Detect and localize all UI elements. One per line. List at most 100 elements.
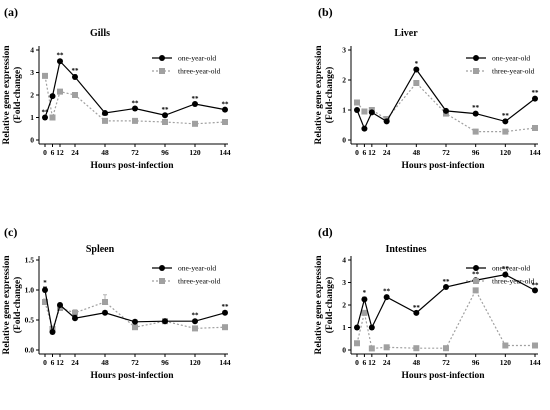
data-point — [49, 329, 56, 335]
series-three-year-old — [354, 287, 538, 352]
data-point — [42, 114, 48, 121]
y-tick-label: 0.5 — [25, 316, 35, 325]
data-point — [132, 318, 138, 325]
y-tick-label: 1 — [342, 106, 346, 115]
x-tick-label: 6 — [51, 358, 55, 367]
series-line — [356, 289, 535, 350]
legend-marker — [473, 55, 479, 61]
x-tick-label: 12 — [368, 358, 376, 367]
data-point — [102, 117, 108, 124]
significance-mark: ** — [192, 311, 200, 319]
x-tick-label: 0 — [43, 148, 47, 157]
series-three-year-old — [354, 80, 538, 135]
x-tick-label: 96 — [472, 358, 480, 367]
x-tick-label: 144 — [529, 148, 541, 157]
significance-mark: ** — [413, 304, 421, 312]
y-axis-label-line1: Relative gene expression — [314, 45, 324, 145]
data-point — [49, 114, 56, 121]
data-point — [162, 112, 168, 119]
x-tick-label: 48 — [101, 358, 109, 367]
x-tick-label: 6 — [51, 148, 55, 157]
data-point — [192, 120, 198, 127]
data-point — [413, 309, 420, 316]
legend: one-year-old three-year-old — [152, 264, 221, 286]
data-point — [443, 345, 449, 352]
x-tick-label: 72 — [131, 358, 139, 367]
x-tick-label: 120 — [189, 148, 201, 157]
data-point — [361, 108, 368, 115]
data-point — [102, 110, 108, 116]
legend-entry: three-year-old — [178, 67, 221, 76]
data-point — [72, 309, 78, 316]
y-tick-label: 1 — [342, 323, 346, 332]
data-point — [368, 345, 375, 352]
y-tick-label: 4 — [30, 46, 34, 55]
y-tick-label: 2 — [342, 301, 346, 310]
data-point — [354, 324, 360, 331]
legend-entry: three-year-old — [492, 67, 535, 76]
significance-mark: ** — [42, 108, 50, 116]
data-point — [361, 296, 368, 303]
y-tick-label: 0 — [342, 136, 346, 145]
legend-marker — [159, 68, 165, 74]
y-axis-label: Relative gene expression (Fold-change) — [2, 255, 23, 355]
data-point — [354, 99, 360, 106]
x-axis-label: Hours post-infection — [401, 371, 485, 381]
legend: one-year-old three-year-old — [466, 54, 535, 76]
data-point — [222, 309, 228, 316]
data-point — [502, 271, 509, 278]
significance-mark: * — [415, 60, 419, 68]
data-point — [72, 315, 78, 322]
data-point — [413, 80, 420, 86]
significance-mark: ** — [102, 112, 110, 120]
legend-entry: one-year-old — [492, 264, 530, 273]
data-point — [532, 342, 538, 349]
significance-mark: ** — [443, 278, 451, 286]
panel-label: (d) — [318, 225, 333, 239]
data-point — [162, 318, 168, 325]
data-point — [132, 105, 138, 112]
series-one-year-old: ***** — [42, 279, 229, 335]
x-tick-label: 48 — [413, 148, 421, 157]
legend-entry: one-year-old — [178, 54, 216, 63]
significance-mark: ** — [222, 303, 230, 311]
y-tick-label: 1.5 — [25, 256, 35, 265]
legend-entry: three-year-old — [492, 277, 535, 286]
significance-mark: ** — [192, 95, 200, 103]
legend-marker — [473, 265, 479, 271]
legend-marker — [159, 265, 165, 271]
x-tick-label: 120 — [500, 148, 512, 157]
data-point — [57, 302, 63, 308]
data-point — [192, 318, 198, 325]
data-point — [102, 299, 108, 305]
x-tick-label: 72 — [442, 358, 450, 367]
data-point — [57, 88, 63, 95]
x-tick-label: 96 — [161, 358, 169, 367]
y-tick-label: 1 — [30, 113, 34, 122]
panel-label: (b) — [318, 5, 333, 19]
legend-marker — [473, 68, 479, 74]
data-point — [472, 110, 479, 117]
y-tick-label: 3 — [342, 46, 346, 55]
x-tick-label: 0 — [355, 358, 359, 367]
data-point — [354, 107, 360, 113]
significance-mark: ** — [502, 265, 510, 273]
data-point — [72, 74, 78, 80]
legend-entry: one-year-old — [492, 54, 530, 63]
significance-mark: ** — [57, 51, 65, 59]
data-point — [368, 109, 375, 116]
x-axis-label: Hours post-infection — [90, 161, 174, 171]
data-point — [222, 119, 228, 125]
significance-mark: ** — [502, 112, 510, 120]
x-tick-label: 144 — [219, 148, 231, 157]
data-point — [502, 342, 509, 349]
y-axis-label-line1: Relative gene expression — [2, 45, 12, 145]
data-point — [132, 117, 138, 124]
y-axis-label-line2: (Fold-change) — [12, 277, 23, 333]
x-tick-label: 144 — [219, 358, 231, 367]
x-tick-label: 48 — [413, 358, 421, 367]
